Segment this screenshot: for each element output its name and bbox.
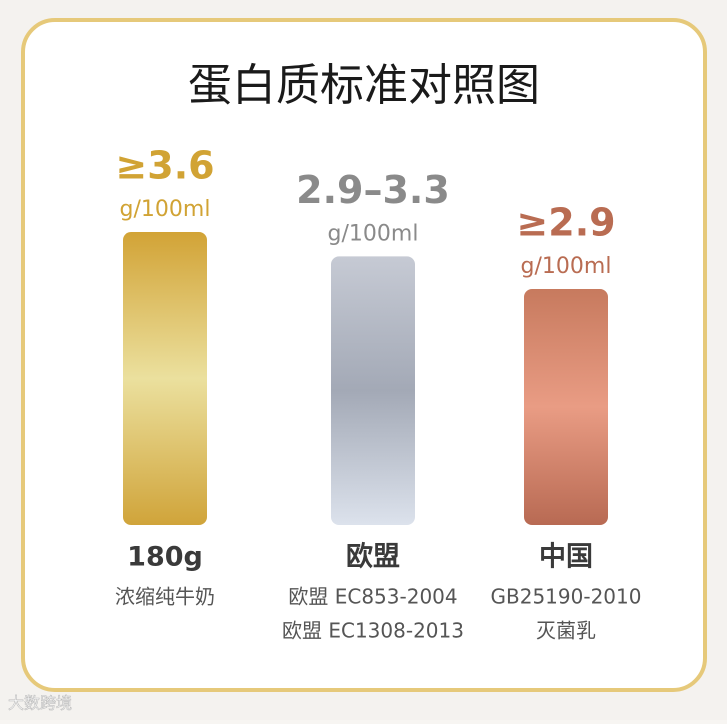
bar <box>524 288 608 525</box>
category-note: 浓缩纯牛奶 <box>115 585 215 609</box>
value-label: 2.9–3.3 <box>296 168 450 212</box>
chart-title: 蛋白质标准对照图 <box>188 60 540 111</box>
category-note: 欧盟 EC853-2004 <box>288 585 457 609</box>
unit-label: g/100ml <box>521 254 612 279</box>
bar <box>331 256 415 525</box>
category-note: GB25190-2010 <box>491 585 642 609</box>
unit-label: g/100ml <box>120 197 211 222</box>
value-label: ≥3.6 <box>115 144 214 188</box>
bar <box>123 232 207 525</box>
category-note: 灭菌乳 <box>536 619 596 643</box>
category-note: 欧盟 EC1308-2013 <box>282 619 464 643</box>
category-label: 180g <box>127 542 203 573</box>
watermark: 大数跨境 <box>8 694 72 713</box>
category-label: 欧盟 <box>346 542 400 573</box>
category-label: 中国 <box>539 542 593 573</box>
unit-label: g/100ml <box>328 221 419 246</box>
value-label: ≥2.9 <box>516 200 615 244</box>
